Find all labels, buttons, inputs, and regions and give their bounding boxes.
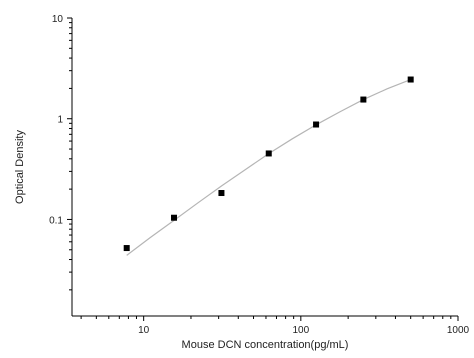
labels-group: Mouse DCN concentration(pg/mL) Optical D… <box>14 130 348 351</box>
data-point <box>407 76 414 83</box>
x-axis-title: Mouse DCN concentration(pg/mL) <box>182 339 349 351</box>
data-point <box>265 150 272 157</box>
x-tick-label: 1000 <box>447 325 470 336</box>
fit-curve-group <box>126 78 411 256</box>
data-point <box>360 96 367 103</box>
data-point <box>123 245 130 252</box>
x-tick-label: 100 <box>292 325 309 336</box>
y-tick-label: 1 <box>57 115 63 126</box>
y-tick-label: 10 <box>52 14 64 25</box>
y-axis-title: Optical Density <box>14 130 26 204</box>
x-tick-label: 10 <box>138 325 150 336</box>
data-point <box>171 214 178 221</box>
data-point <box>218 190 225 197</box>
data-points-group <box>123 76 414 252</box>
data-point <box>313 121 320 128</box>
fit-curve <box>126 78 411 256</box>
axes-group: 10 100 1000 10 1 0.1 <box>49 14 469 336</box>
y-tick-label: 0.1 <box>49 215 63 226</box>
